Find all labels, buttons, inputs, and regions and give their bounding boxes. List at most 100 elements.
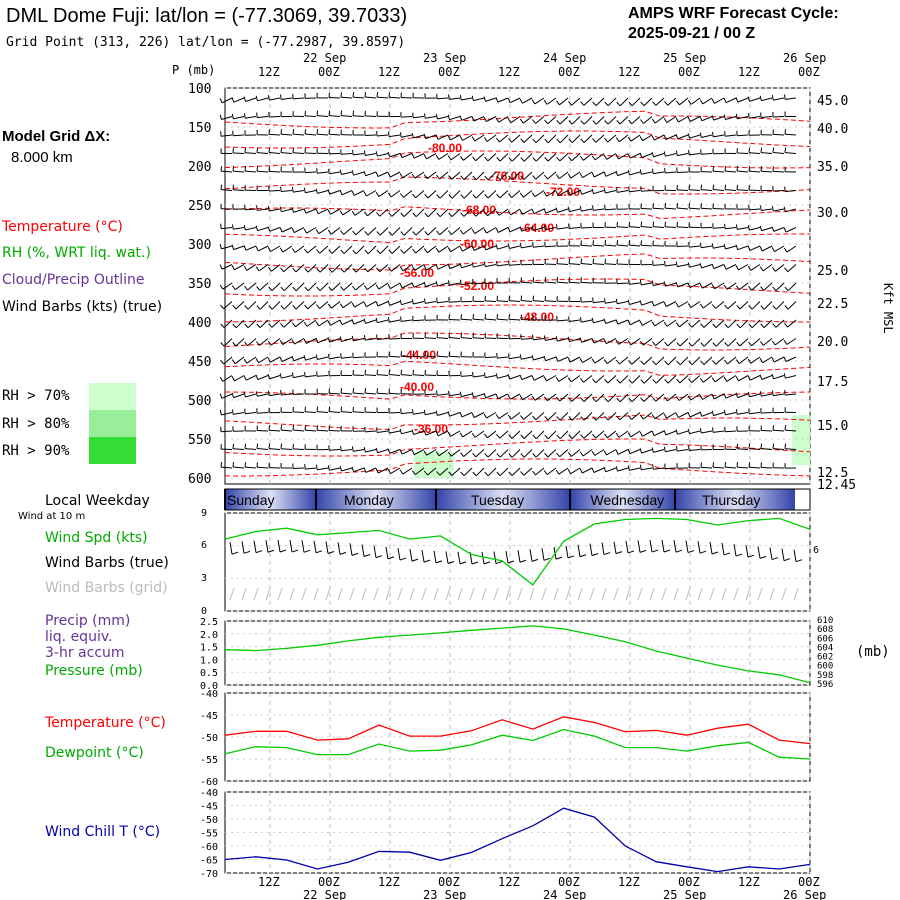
- wind-barb-flag: [639, 136, 644, 141]
- wind-barb: [643, 116, 653, 124]
- wind-barb-flag: [376, 211, 380, 217]
- wind-barb-flag: [328, 268, 333, 273]
- wind-barb-flag: [376, 369, 379, 375]
- wind-barb: [281, 375, 293, 379]
- wind-barb: [473, 264, 485, 268]
- wind-barb-flag: [339, 189, 343, 195]
- wind-barb-flag: [747, 245, 751, 251]
- wind-barb-flag: [400, 212, 405, 217]
- wind-barb: [329, 338, 341, 343]
- wind-barb-flag: [243, 375, 247, 381]
- wind-barb: [389, 319, 401, 323]
- wind-barb-true: [529, 549, 533, 562]
- wind-barb: [437, 412, 449, 416]
- wind-barb-grid: [253, 587, 259, 601]
- wind-barb-flag: [495, 244, 498, 250]
- wind-barb-flag: [351, 319, 355, 325]
- wind-barb-flag: [508, 157, 513, 162]
- wind-barb: [401, 301, 413, 306]
- wind-barb-true: [373, 545, 377, 558]
- wind-barb-flag: [663, 446, 666, 452]
- wind-barb-flag: [400, 193, 404, 198]
- wind-barb-flag: [243, 96, 247, 102]
- wind-barb: [244, 208, 257, 211]
- wind-barb-flag: [256, 147, 259, 153]
- wind-barb-flag: [592, 416, 597, 421]
- wind-barb-flag: [688, 378, 692, 383]
- wind-barb-flag: [244, 462, 247, 468]
- top-date-label: 22 Sep: [303, 51, 346, 65]
- wind-barb-flag: [231, 97, 235, 103]
- wind-barb: [604, 208, 617, 211]
- wind-barb: [677, 134, 689, 140]
- wind-barb-flag: [627, 465, 630, 471]
- wind-barb-flag: [604, 258, 606, 264]
- wind-barb: [739, 338, 749, 347]
- wind-barb-true: [361, 544, 365, 557]
- wind-barb-true: [253, 540, 257, 553]
- wind-barb-flag: [316, 425, 318, 431]
- wind-barb-flag: [364, 249, 369, 255]
- wind-barb-flag: [351, 466, 355, 472]
- wind-barb: [703, 338, 713, 347]
- wind-barb: [330, 319, 341, 326]
- wind-barb: [461, 264, 473, 269]
- wind-barb: [712, 170, 725, 173]
- isotherm-label: -80.00: [428, 141, 462, 155]
- wind-barb: [775, 319, 785, 328]
- wind-barb: [461, 116, 473, 121]
- wind-barb-flag: [687, 412, 691, 418]
- wind-barb-flag: [328, 406, 331, 412]
- wind-barb: [689, 245, 701, 248]
- wind-barb-flag: [460, 175, 465, 180]
- wind-barb: [461, 393, 473, 398]
- wind-barb: [233, 227, 245, 230]
- wind-barb: [340, 411, 353, 413]
- wind-barb: [232, 134, 245, 137]
- wind-barb-flag: [267, 226, 271, 232]
- wind-barb: [714, 375, 725, 383]
- wind-barb: [604, 263, 617, 265]
- wind-barb-flag: [268, 305, 273, 310]
- wind-barb: [475, 449, 485, 458]
- wind-barb-flag: [532, 453, 537, 458]
- wind-barb-flag: [291, 372, 294, 378]
- wind-barb-grid: [337, 587, 343, 601]
- wind-barb: [702, 282, 713, 289]
- wind-barb-flag: [544, 452, 549, 458]
- wind-barb: [641, 301, 653, 306]
- wind-barb: [654, 319, 665, 327]
- wind-barb-true: [493, 551, 497, 564]
- wind-barb: [665, 282, 677, 287]
- wind-barb: [449, 264, 461, 270]
- wind-barb: [304, 429, 317, 432]
- wind-barb: [365, 338, 377, 341]
- wind-barb-true-flag: [687, 550, 695, 554]
- wind-barb: [521, 245, 533, 249]
- wind-barb: [689, 430, 701, 435]
- wind-barb-flag: [256, 205, 258, 211]
- wind-barb: [364, 115, 377, 117]
- wind-barb-flag: [375, 447, 378, 453]
- wind-barb-flag: [219, 98, 223, 104]
- wind-barb-flag: [496, 314, 499, 320]
- wind-barb-flag: [627, 432, 632, 438]
- wind-barb-flag: [364, 369, 366, 375]
- wind-barb: [652, 226, 665, 228]
- wind-barb: [426, 171, 437, 180]
- wind-barb-flag: [340, 92, 342, 98]
- wind-barb: [388, 338, 401, 340]
- wind-barb-flag: [532, 175, 537, 180]
- wind-barb-grid: [589, 587, 595, 601]
- wind-barb-flag: [723, 284, 728, 290]
- wind-barb: [436, 97, 449, 100]
- wind-barb: [700, 153, 713, 155]
- wind-barb: [463, 190, 473, 199]
- wind-barb: [558, 190, 569, 197]
- wind-barb: [618, 153, 629, 160]
- wind-barb-flag: [388, 92, 390, 98]
- wind-barb: [403, 190, 413, 198]
- wind-barb-flag: [663, 430, 667, 436]
- wind-barb-flag: [399, 173, 404, 178]
- wind-barb-flag: [387, 300, 391, 306]
